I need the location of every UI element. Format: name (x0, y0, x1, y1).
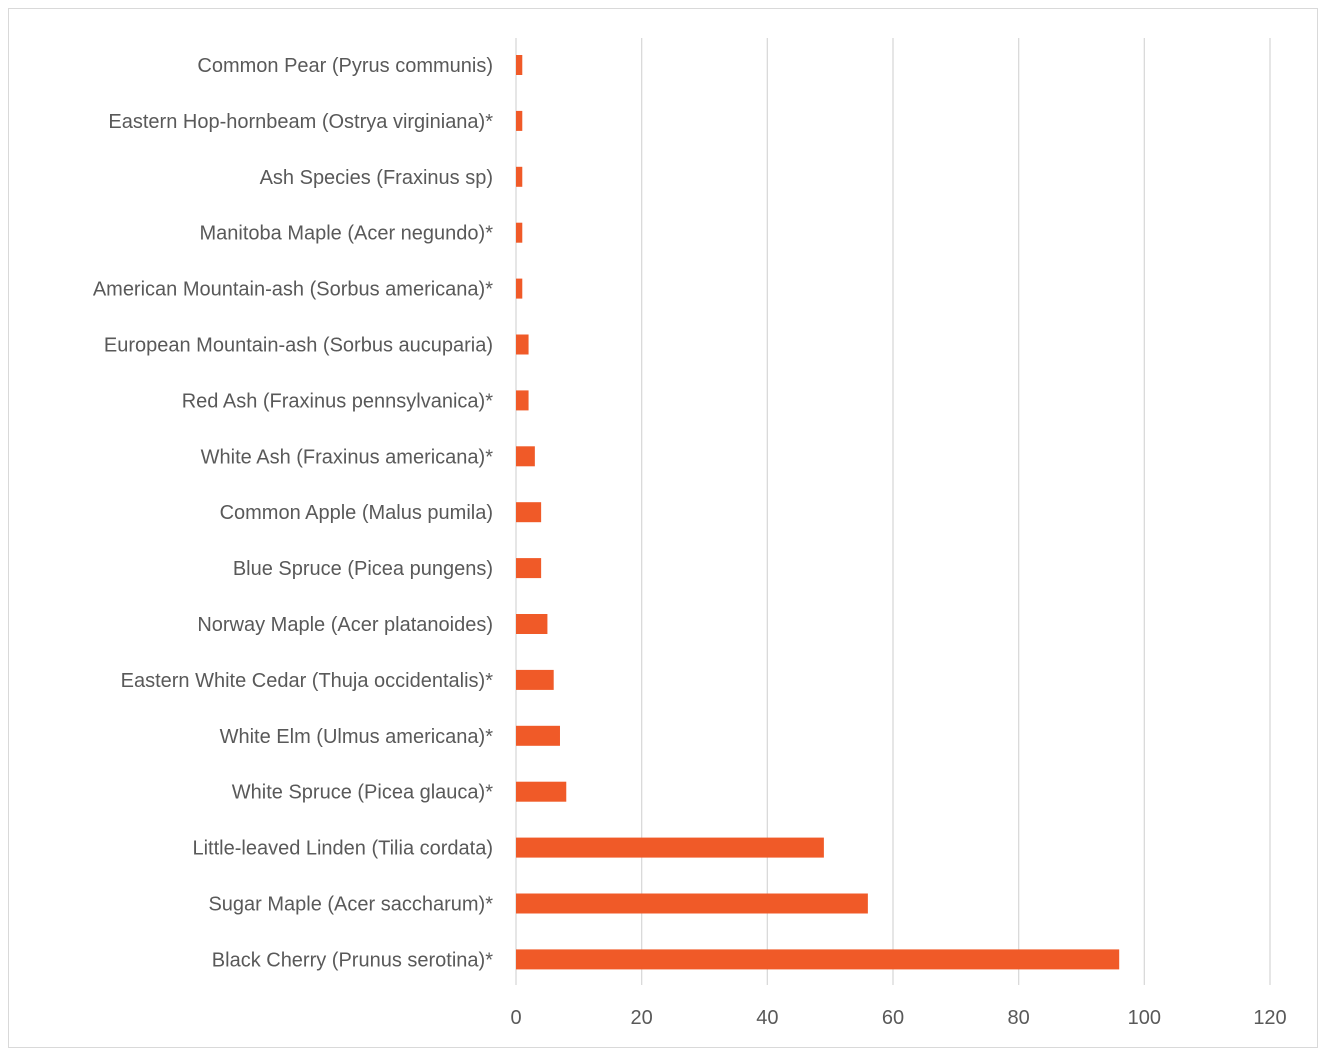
category-label: White Ash (Fraxinus americana)* (201, 446, 494, 468)
bar (516, 669, 554, 690)
bar (516, 837, 824, 858)
category-label: Norway Maple (Acer platanoides) (197, 614, 493, 636)
x-tick-label: 0 (510, 1007, 521, 1029)
bar (516, 781, 567, 802)
bar (516, 502, 542, 523)
gridlines (515, 38, 1271, 985)
category-label: Black Cherry (Prunus serotina)* (212, 949, 493, 971)
category-label: Manitoba Maple (Acer negundo)* (199, 223, 493, 245)
category-label: Ash Species (Fraxinus sp) (260, 167, 493, 189)
bar (516, 725, 560, 746)
category-label: Common Apple (Malus pumila) (220, 502, 493, 524)
bar (516, 110, 523, 131)
x-tick-label: 20 (631, 1007, 653, 1029)
x-axis-tick-labels: 0 20 40 60 80 100 120 (510, 1007, 1286, 1029)
bars (516, 55, 1120, 970)
category-label: Eastern Hop-hornbeam (Ostrya virginiana)… (108, 111, 493, 133)
category-label: White Spruce (Picea glauca)* (232, 782, 493, 804)
category-label: Red Ash (Fraxinus pennsylvanica)* (182, 390, 493, 412)
category-label: American Mountain-ash (Sorbus americana)… (93, 279, 493, 301)
x-tick-label: 100 (1128, 1007, 1161, 1029)
category-label: White Elm (Ulmus americana)* (220, 726, 494, 748)
category-label: European Mountain-ash (Sorbus aucuparia) (104, 335, 493, 357)
bar (516, 558, 542, 579)
bar (516, 446, 535, 467)
category-labels: Common Pear (Pyrus communis) Eastern Hop-… (93, 55, 493, 971)
bar (516, 278, 523, 299)
bar (516, 334, 529, 355)
category-label: Common Pear (Pyrus communis) (197, 55, 493, 77)
x-tick-label: 40 (756, 1007, 778, 1029)
x-tick-label: 60 (882, 1007, 904, 1029)
bar (516, 949, 1120, 970)
category-label: Eastern White Cedar (Thuja occidentalis)… (121, 670, 494, 692)
x-tick-label: 120 (1253, 1007, 1286, 1029)
bar (516, 893, 868, 914)
bar (516, 390, 529, 411)
x-tick-label: 80 (1008, 1007, 1030, 1029)
bar (516, 166, 523, 187)
bar (516, 222, 523, 243)
category-label: Sugar Maple (Acer saccharum)* (208, 894, 493, 916)
bar (516, 55, 523, 75)
chart-frame (8, 8, 1318, 1048)
bar (516, 614, 548, 634)
category-label: Little-leaved Linden (Tilia cordata) (192, 838, 493, 860)
category-label: Blue Spruce (Picea pungens) (233, 558, 493, 580)
